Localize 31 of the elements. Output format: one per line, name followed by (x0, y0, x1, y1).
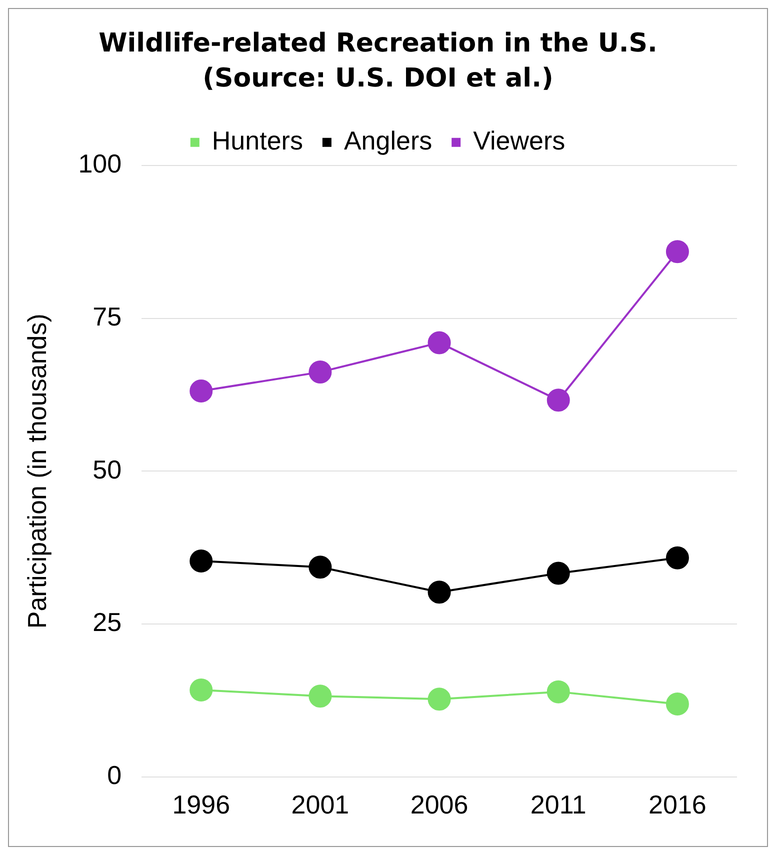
y-tick-label: 25 (92, 607, 122, 638)
x-tick-label: 2001 (291, 790, 350, 820)
y-tick-label: 75 (92, 301, 122, 332)
point (428, 580, 451, 604)
point (666, 240, 689, 264)
y-axis-title: Participation (in thousands) (22, 314, 52, 629)
y-tick-label: 0 (107, 760, 122, 790)
y-tick-label: 100 (78, 148, 122, 179)
point (428, 688, 451, 711)
point (190, 549, 213, 572)
point (308, 556, 332, 579)
point (546, 388, 570, 412)
point (428, 331, 451, 354)
x-tick-label: 2011 (530, 790, 586, 820)
x-tick-label: 1996 (172, 790, 230, 820)
x-tick-label: 2016 (648, 790, 706, 820)
point (546, 562, 570, 585)
point (666, 692, 689, 716)
y-tick-label: 50 (92, 454, 122, 484)
point (546, 680, 570, 704)
point (308, 684, 332, 708)
x-tick-label: 2006 (410, 790, 468, 820)
point (190, 380, 213, 403)
legend-label: Anglers (344, 126, 432, 156)
legend-label: Viewers (473, 126, 566, 156)
chart-subtitle: (Source: U.S. DOI et al.) (202, 64, 554, 94)
point (190, 678, 213, 702)
point (308, 360, 332, 384)
legend-label: Hunters (212, 126, 303, 156)
point (666, 546, 689, 570)
chart-title: Wildlife-related Recreation in the U.S. (98, 28, 658, 58)
